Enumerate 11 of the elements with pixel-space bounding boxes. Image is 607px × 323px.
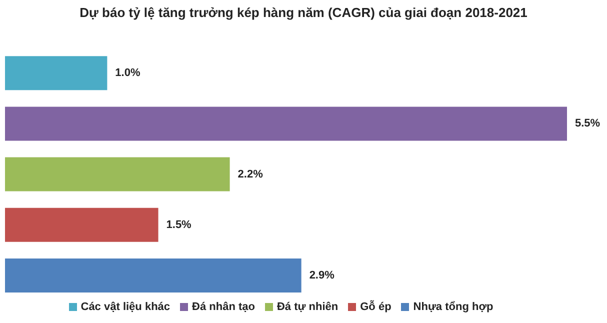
legend-label: Đá tự nhiên: [276, 301, 338, 313]
data-label: 2.2%: [238, 168, 264, 180]
data-label: 1.0%: [115, 67, 140, 80]
data-label: 2.9%: [309, 269, 335, 282]
data-label: 5.5%: [575, 118, 600, 130]
chart-title: Dự báo tỷ lệ tăng trưởng kép hàng năm (CAGR) của giai đoạn 2018-2021: [78, 5, 528, 20]
legend-label: Nhựa tổng hợp: [413, 301, 494, 313]
legend-label: Gỗ ép: [360, 301, 392, 313]
legend-label: Đá nhân tạo: [192, 301, 255, 313]
data-label: 1.5%: [166, 218, 192, 231]
legend-label: Các vật liệu khác: [80, 301, 170, 313]
